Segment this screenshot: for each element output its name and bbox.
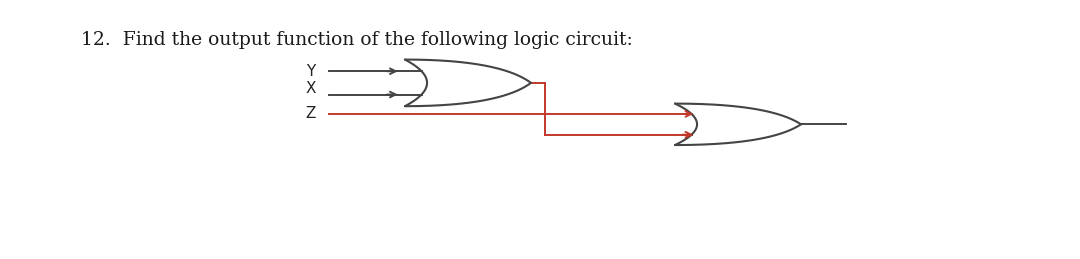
Text: Y: Y bbox=[306, 64, 315, 79]
Text: 12.  Find the output function of the following logic circuit:: 12. Find the output function of the foll… bbox=[81, 31, 633, 49]
Text: X: X bbox=[306, 81, 315, 96]
Text: Z: Z bbox=[306, 106, 315, 121]
